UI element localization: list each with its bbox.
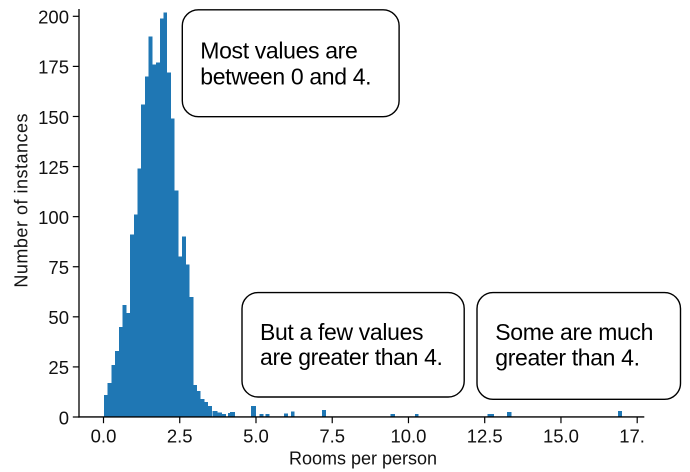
svg-text:200: 200 [38,7,69,28]
svg-text:greater than 4.: greater than 4. [495,345,639,371]
svg-text:7.5: 7.5 [319,426,345,447]
svg-text:between 0 and 4.: between 0 and 4. [200,64,371,90]
svg-text:0.0: 0.0 [91,426,117,447]
svg-text:50: 50 [48,307,69,328]
svg-text:Number of instances: Number of instances [11,113,31,288]
svg-text:75: 75 [48,257,69,278]
svg-text:10.0: 10.0 [390,426,426,447]
svg-text:100: 100 [38,207,69,228]
svg-text:5.0: 5.0 [243,426,269,447]
svg-text:But a few values: But a few values [260,319,423,345]
svg-text:12.5: 12.5 [467,426,503,447]
svg-text:Most values are: Most values are [200,38,357,64]
svg-text:175: 175 [38,57,69,78]
svg-text:are greater than 4.: are greater than 4. [260,344,443,370]
svg-text:Rooms per person: Rooms per person [289,448,437,468]
svg-text:25: 25 [48,357,69,378]
svg-text:Some are much: Some are much [495,319,653,345]
svg-text:15.0: 15.0 [543,426,579,447]
svg-text:17.5: 17.5 [619,426,655,447]
svg-text:2.5: 2.5 [167,426,193,447]
svg-text:150: 150 [38,107,69,128]
svg-text:0: 0 [59,407,69,428]
svg-text:125: 125 [38,157,69,178]
